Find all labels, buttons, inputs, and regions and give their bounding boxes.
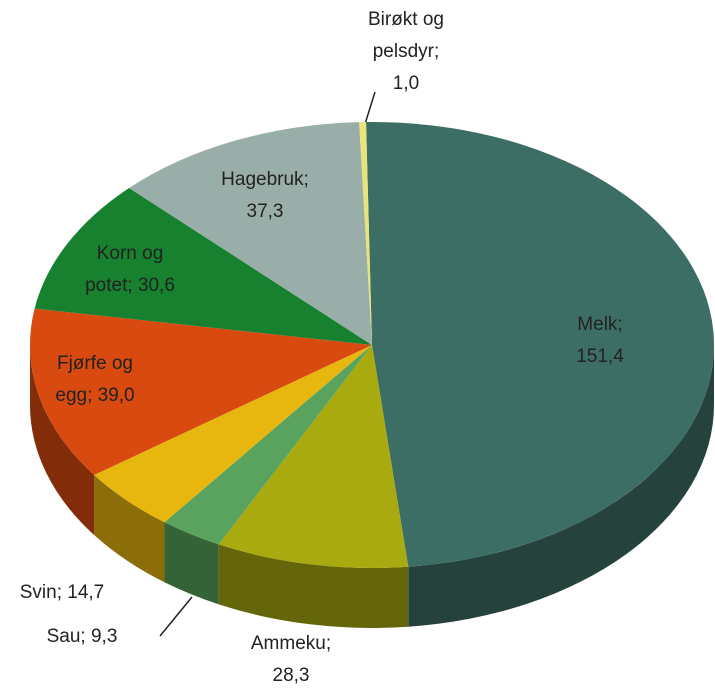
data-label: Hagebruk; <box>221 169 309 190</box>
data-label: Fjørfe og <box>57 353 133 374</box>
data-label: pelsdyr; <box>373 41 440 62</box>
leader-line <box>159 596 193 637</box>
pie-side <box>30 345 95 536</box>
data-label: Korn og <box>97 243 164 264</box>
leader-line <box>364 91 376 125</box>
pie-slice <box>359 122 372 345</box>
data-label: potet; 30,6 <box>85 275 175 296</box>
data-label: Sau; 9,3 <box>47 626 118 647</box>
data-label: Melk; <box>577 314 622 335</box>
data-label: Ammeku; <box>251 633 331 654</box>
data-label: Birøkt og <box>368 9 444 30</box>
data-label: 151,4 <box>576 346 624 367</box>
pie-slice <box>218 345 409 568</box>
pie-slice <box>129 122 372 345</box>
pie-slice <box>34 188 372 345</box>
pie-side <box>164 522 219 605</box>
data-label: Svin; 14,7 <box>20 582 105 603</box>
pie-slice <box>366 122 714 567</box>
data-label: 1,0 <box>393 73 419 94</box>
data-label: egg; 39,0 <box>55 385 134 406</box>
pie-slice <box>30 308 373 476</box>
data-label: 28,3 <box>273 665 310 686</box>
pie-side <box>218 544 409 629</box>
pie-slice <box>164 345 372 545</box>
pie-side <box>94 475 165 583</box>
pie-slice <box>94 345 372 523</box>
pie-side <box>408 345 714 627</box>
data-label: 37,3 <box>247 201 284 222</box>
